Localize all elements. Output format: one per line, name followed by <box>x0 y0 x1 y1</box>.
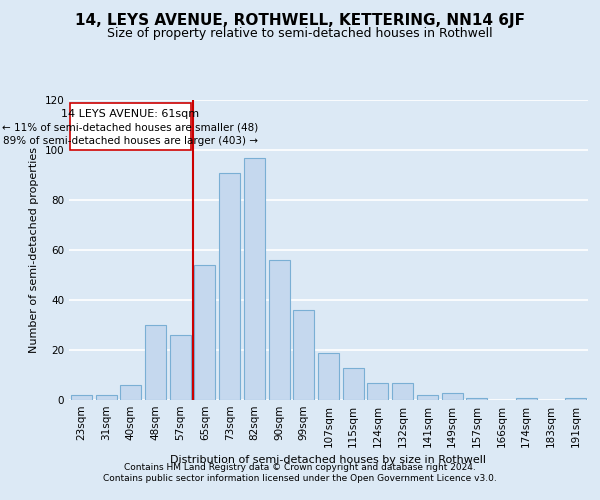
Bar <box>269 260 290 400</box>
Bar <box>244 158 265 400</box>
Bar <box>516 398 537 400</box>
Text: 89% of semi-detached houses are larger (403) →: 89% of semi-detached houses are larger (… <box>3 136 258 146</box>
Bar <box>170 335 191 400</box>
Bar <box>318 352 339 400</box>
Text: 14 LEYS AVENUE: 61sqm: 14 LEYS AVENUE: 61sqm <box>61 109 199 118</box>
Text: Contains public sector information licensed under the Open Government Licence v3: Contains public sector information licen… <box>103 474 497 483</box>
Text: 14, LEYS AVENUE, ROTHWELL, KETTERING, NN14 6JF: 14, LEYS AVENUE, ROTHWELL, KETTERING, NN… <box>75 12 525 28</box>
Text: Size of property relative to semi-detached houses in Rothwell: Size of property relative to semi-detach… <box>107 28 493 40</box>
Bar <box>120 385 141 400</box>
Bar <box>194 265 215 400</box>
Bar <box>71 395 92 400</box>
Text: Contains HM Land Registry data © Crown copyright and database right 2024.: Contains HM Land Registry data © Crown c… <box>124 462 476 471</box>
FancyBboxPatch shape <box>70 102 191 150</box>
X-axis label: Distribution of semi-detached houses by size in Rothwell: Distribution of semi-detached houses by … <box>170 456 487 466</box>
Bar <box>417 395 438 400</box>
Bar <box>145 325 166 400</box>
Bar <box>219 172 240 400</box>
Bar <box>442 392 463 400</box>
Bar <box>343 368 364 400</box>
Bar <box>565 398 586 400</box>
Bar <box>367 382 388 400</box>
Bar <box>392 382 413 400</box>
Y-axis label: Number of semi-detached properties: Number of semi-detached properties <box>29 147 39 353</box>
Bar <box>293 310 314 400</box>
Bar <box>466 398 487 400</box>
Text: ← 11% of semi-detached houses are smaller (48): ← 11% of semi-detached houses are smalle… <box>2 122 259 132</box>
Bar <box>95 395 116 400</box>
